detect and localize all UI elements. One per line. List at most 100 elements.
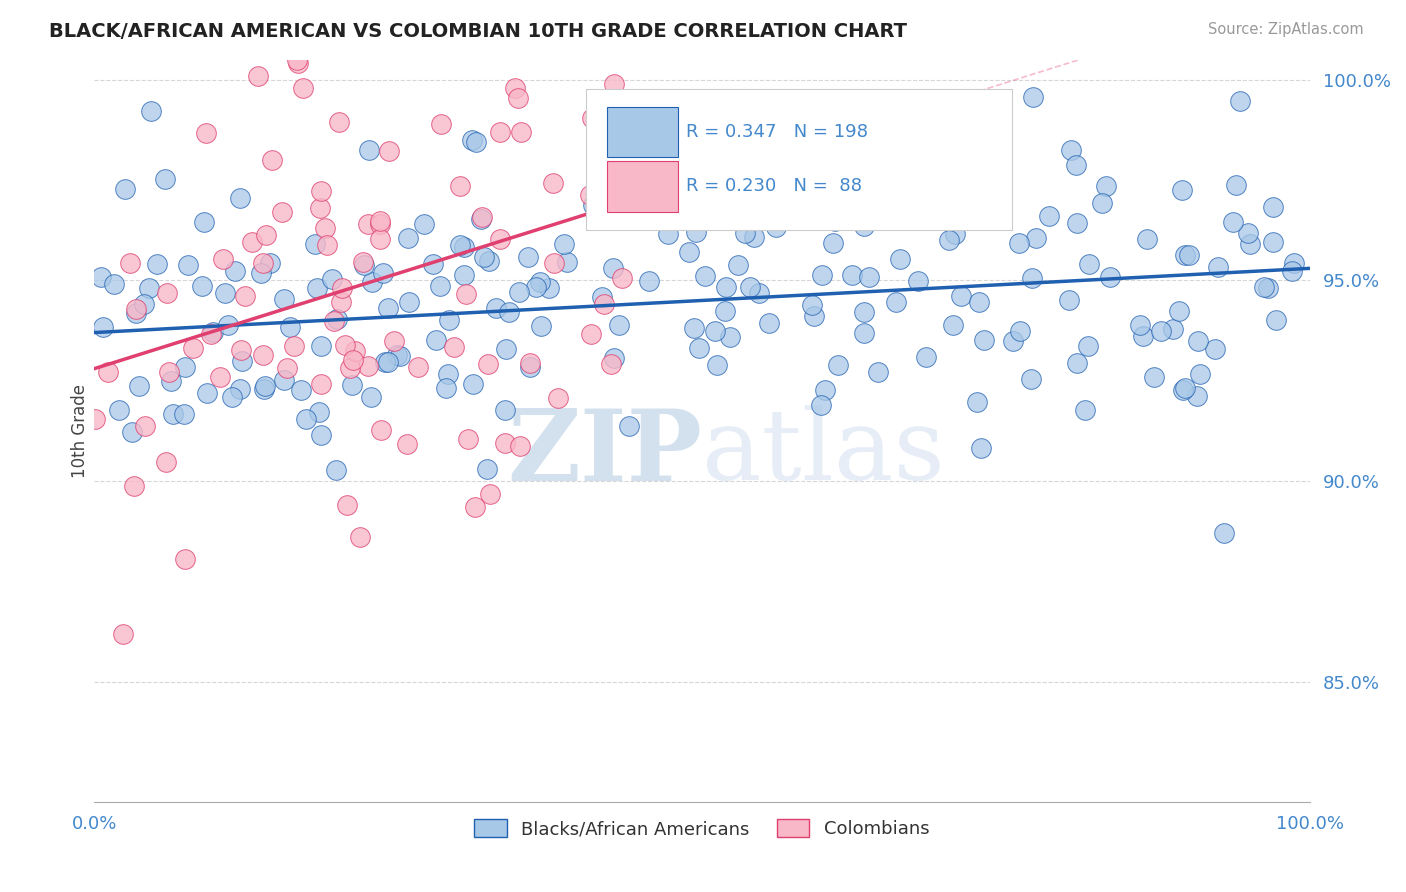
Point (437, 368, 460, 382)
Point (1263, 200, 1285, 214)
Point (1264, 313, 1286, 327)
Point (108, 402, 131, 417)
Point (721, 139, 744, 153)
Point (602, 260, 624, 275)
Point (254, 228, 277, 243)
Text: R = 0.347   N = 198: R = 0.347 N = 198 (686, 123, 868, 141)
Point (498, 304, 520, 318)
Point (413, 217, 436, 231)
Point (683, 320, 706, 334)
Point (1066, 216, 1088, 230)
Point (1173, 384, 1195, 398)
Point (323, 313, 346, 327)
Point (114, 182, 136, 196)
Point (422, 257, 444, 271)
Point (368, 214, 391, 228)
Point (457, 432, 479, 446)
Point (619, 419, 641, 434)
Text: Source: ZipAtlas.com: Source: ZipAtlas.com (1208, 22, 1364, 37)
Point (211, 252, 233, 266)
Point (519, 359, 541, 374)
Point (801, 298, 824, 312)
Point (475, 461, 498, 475)
Point (509, 125, 531, 139)
Point (1236, 226, 1258, 240)
Point (610, 270, 633, 285)
Point (461, 376, 484, 391)
Point (543, 256, 565, 270)
Point (307, 280, 329, 294)
Point (758, 316, 780, 330)
Point (449, 178, 471, 193)
Point (524, 279, 547, 293)
Point (434, 381, 457, 395)
Point (489, 232, 512, 246)
Point (389, 349, 412, 363)
Point (470, 211, 492, 226)
Point (1171, 184, 1194, 198)
Point (156, 286, 179, 301)
Point (309, 377, 332, 392)
Point (342, 353, 364, 368)
Point (252, 348, 274, 362)
Point (252, 256, 274, 270)
Text: ZIP: ZIP (508, 405, 702, 501)
Point (155, 455, 177, 469)
Point (368, 232, 391, 246)
Point (471, 211, 494, 225)
Point (530, 319, 553, 334)
Point (1060, 143, 1083, 157)
Point (162, 408, 184, 422)
Point (889, 252, 911, 266)
Point (581, 111, 603, 125)
Point (285, 53, 308, 67)
Point (377, 301, 399, 315)
Point (727, 259, 749, 273)
Point (439, 313, 461, 327)
Point (453, 268, 475, 282)
Point (1066, 356, 1088, 370)
Y-axis label: 10th Grade: 10th Grade (72, 384, 89, 478)
Point (361, 275, 384, 289)
Point (330, 294, 353, 309)
Point (477, 357, 499, 371)
Text: BLACK/AFRICAN AMERICAN VS COLOMBIAN 10TH GRADE CORRELATION CHART: BLACK/AFRICAN AMERICAN VS COLOMBIAN 10TH… (49, 22, 907, 41)
Point (494, 435, 516, 450)
Point (688, 341, 710, 355)
Point (938, 233, 960, 247)
Point (408, 359, 430, 374)
Point (464, 500, 486, 514)
Point (430, 117, 453, 131)
Point (907, 274, 929, 288)
Point (233, 288, 256, 302)
Point (254, 378, 277, 392)
Point (943, 227, 966, 242)
Point (1261, 235, 1284, 249)
Point (868, 365, 890, 379)
Point (177, 259, 200, 273)
Text: R = 0.230   N =  88: R = 0.230 N = 88 (686, 178, 862, 195)
Point (942, 318, 965, 332)
Point (377, 144, 399, 158)
Point (125, 306, 148, 320)
Point (228, 382, 250, 396)
Point (309, 202, 332, 216)
Point (858, 269, 880, 284)
Point (950, 289, 973, 303)
Point (173, 408, 195, 422)
Point (153, 172, 176, 186)
Point (259, 256, 281, 270)
Point (398, 295, 420, 310)
Point (224, 263, 246, 277)
Point (1204, 342, 1226, 356)
Point (1038, 209, 1060, 223)
Point (160, 374, 183, 388)
Point (841, 268, 863, 282)
Point (718, 330, 741, 344)
Point (478, 0, 501, 10)
Point (1077, 339, 1099, 353)
Point (335, 338, 357, 352)
Point (454, 287, 477, 301)
Point (132, 297, 155, 311)
Point (485, 301, 508, 315)
